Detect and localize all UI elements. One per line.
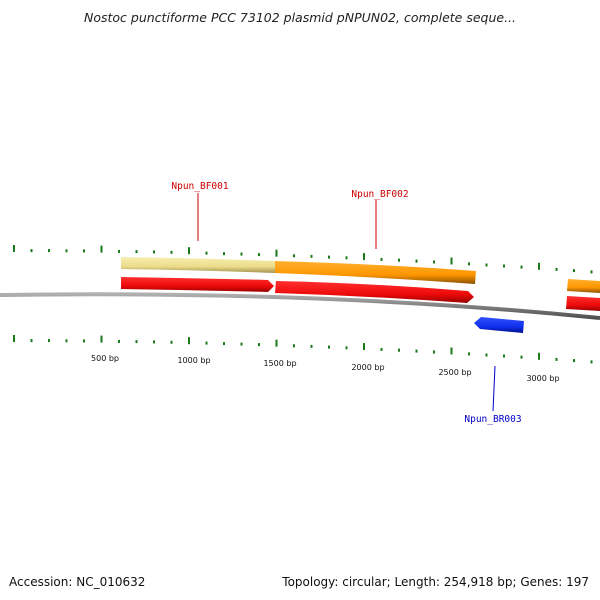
- outer-scale-tick: [450, 257, 453, 265]
- gene-label-Npun_BF001[interactable]: Npun_BF001: [171, 181, 228, 192]
- plasmid-backbone: [0, 292, 600, 320]
- inner-scale-tick: [205, 341, 208, 345]
- outer-scale-tick: [590, 270, 593, 274]
- outer-scale-tick: [433, 260, 435, 264]
- gene-arrow-Npun_BF002[interactable]: [275, 281, 474, 303]
- inner-scale-tick: [345, 346, 348, 350]
- outer-scale-tick: [30, 249, 33, 253]
- inner-scale-tick: [65, 339, 68, 343]
- inner-scale-tick: [363, 343, 365, 351]
- gene-arrow-Npun_BR003[interactable]: [474, 317, 524, 333]
- outer-scale-tick: [538, 262, 540, 270]
- accession-text: Accession: NC_010632: [9, 575, 146, 589]
- inner-tick-marks: [13, 335, 593, 364]
- gene-label-Npun_BR003[interactable]: Npun_BR003: [464, 414, 521, 425]
- outer-scale-tick: [135, 250, 138, 254]
- scale-label-3000: 3000 bp: [526, 374, 559, 383]
- inner-scale-tick: [328, 345, 330, 349]
- inner-scale-tick: [468, 352, 470, 356]
- inner-scale-tick: [48, 339, 50, 343]
- inner-scale-tick: [135, 340, 138, 344]
- scale-label-2000: 2000 bp: [351, 363, 384, 372]
- inner-scale-tick: [293, 344, 295, 348]
- gene-arrow-right[interactable]: [566, 296, 600, 311]
- inner-scale-tick: [30, 339, 33, 343]
- outer-scale-tick: [118, 249, 120, 253]
- outer-scale-tick: [13, 245, 15, 252]
- scale-label-2500: 2500 bp: [438, 368, 471, 377]
- inner-scale-tick: [590, 360, 593, 364]
- outer-scale-tick: [310, 254, 313, 258]
- outer-scale-tick: [170, 250, 173, 254]
- outer-scale-tick: [100, 245, 103, 253]
- outer-scale-tick: [188, 247, 190, 255]
- inner-scale-tick: [380, 347, 383, 351]
- inner-scale-tick: [555, 357, 558, 361]
- gene-bar-orange-right[interactable]: [567, 279, 600, 293]
- inner-scale-tick: [258, 343, 260, 347]
- inner-scale-tick: [153, 340, 155, 344]
- inner-scale-tick: [503, 354, 505, 358]
- inner-scale-tick: [310, 344, 313, 348]
- outer-scale-tick: [468, 262, 470, 266]
- inner-scale-tick: [83, 339, 85, 343]
- map-title: Nostoc punctiforme PCC 73102 plasmid pNP…: [83, 10, 516, 25]
- inner-scale-tick: [240, 342, 243, 346]
- inner-scale-tick: [538, 352, 540, 360]
- outer-scale-tick: [275, 249, 278, 257]
- outer-scale-tick: [328, 255, 330, 259]
- outer-scale-tick: [65, 249, 68, 253]
- outer-scale-tick: [258, 253, 260, 257]
- scale-label-1500: 1500 bp: [263, 359, 296, 368]
- gene-bar-pale[interactable]: [121, 257, 275, 273]
- outer-scale-tick: [240, 252, 243, 256]
- outer-scale-tick: [153, 250, 155, 254]
- inner-scale-tick: [170, 340, 173, 344]
- outer-scale-tick: [503, 264, 505, 268]
- outer-scale-tick: [345, 256, 348, 260]
- scale-label-500: 500 bp: [91, 354, 119, 363]
- outer-scale-tick: [205, 251, 208, 255]
- outer-scale-tick: [363, 253, 365, 261]
- gene-arrow-Npun_BF001[interactable]: [121, 277, 274, 292]
- outer-scale-tick: [555, 267, 558, 271]
- inner-scale-tick: [188, 337, 190, 345]
- outer-scale-tick: [380, 257, 383, 261]
- inner-scale-tick: [13, 335, 15, 342]
- gene-bar-orange[interactable]: [275, 261, 476, 284]
- scale-label-1000: 1000 bp: [177, 356, 210, 365]
- outer-scale-tick: [83, 249, 85, 253]
- inner-scale-tick: [275, 339, 278, 347]
- outer-scale-tick: [573, 269, 575, 273]
- topology-text: Topology: circular; Length: 254,918 bp; …: [282, 575, 589, 589]
- inner-scale-tick: [118, 339, 120, 343]
- outer-scale-tick: [223, 252, 225, 256]
- inner-scale-tick: [450, 347, 453, 355]
- inner-scale-tick: [100, 335, 103, 343]
- outer-scale-tick: [485, 263, 488, 267]
- outer-scale-tick: [415, 259, 418, 263]
- outer-scale-tick: [520, 265, 523, 269]
- inner-scale-tick: [433, 350, 435, 354]
- outer-tick-marks: [13, 245, 593, 274]
- label-leader-Npun_BR003: [492, 365, 496, 412]
- gene-label-Npun_BF002[interactable]: Npun_BF002: [351, 189, 408, 200]
- inner-scale-tick: [485, 353, 488, 357]
- inner-scale-tick: [573, 359, 575, 363]
- inner-scale-tick: [398, 348, 400, 352]
- inner-scale-tick: [415, 349, 418, 353]
- inner-scale-tick: [520, 355, 523, 359]
- outer-scale-tick: [398, 258, 400, 262]
- outer-scale-tick: [293, 254, 295, 258]
- outer-scale-tick: [48, 249, 50, 253]
- inner-scale-tick: [223, 342, 225, 346]
